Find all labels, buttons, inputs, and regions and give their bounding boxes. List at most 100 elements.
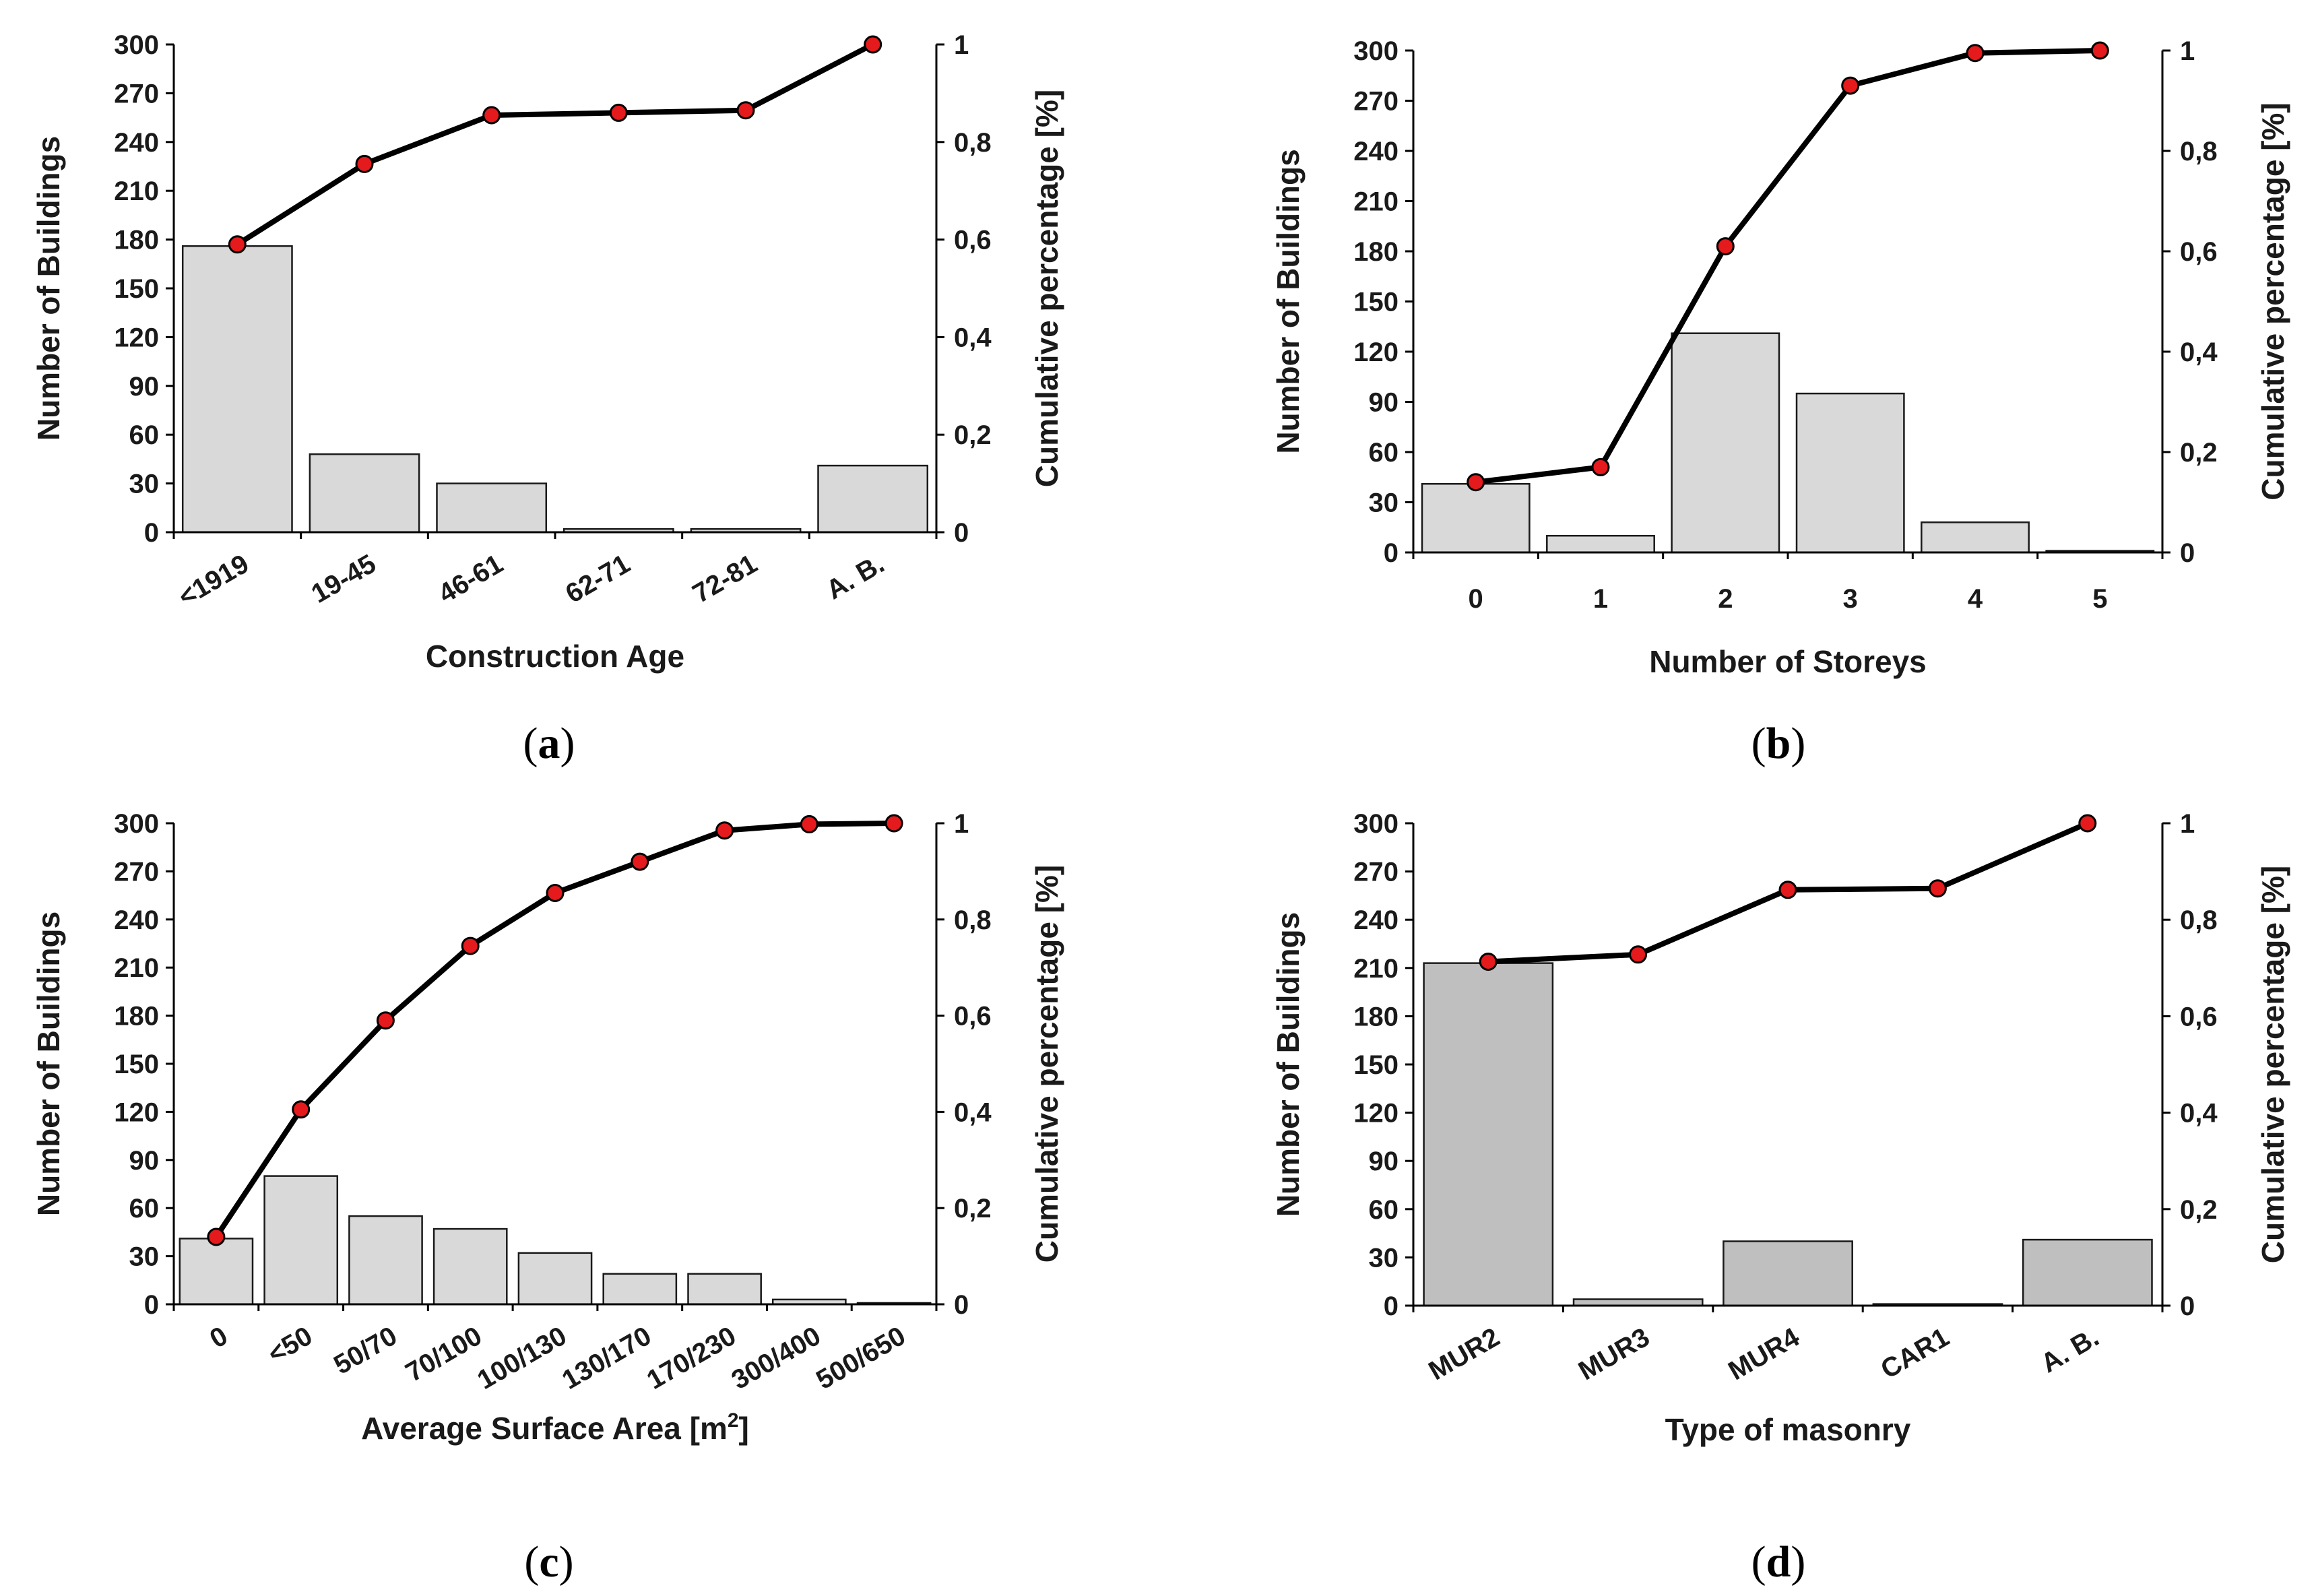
x-tick-label: 50/70 [329, 1321, 402, 1380]
x-axis-title: Number of Storeys [1649, 644, 1927, 679]
caption-paren: ) [1791, 1537, 1805, 1587]
y-tick-label: 210 [1353, 187, 1398, 217]
x-tick-label: A. B. [821, 549, 889, 606]
y2-axis-title: Cumulative percentage [%] [2255, 102, 2290, 500]
x-tick-label: 19-45 [307, 549, 381, 609]
y2-tick-label: 0,2 [954, 420, 992, 450]
bar-4 [432, 1227, 508, 1306]
y-tick-label: 210 [1353, 954, 1398, 984]
y2-tick-label: 0,6 [2180, 1002, 2218, 1031]
y-axis-title: Number of Buildings [31, 912, 66, 1216]
x-tick-label: 3 [1843, 584, 1858, 614]
cumulative-point-7 [715, 821, 734, 840]
y-tick-label: 150 [114, 1050, 159, 1079]
y2-tick-label: 1 [2180, 36, 2195, 66]
y-tick-label: 120 [114, 1097, 159, 1127]
x-axis-title-main: Construction Age [426, 639, 684, 674]
cumulative-point-6 [2090, 41, 2109, 60]
y-tick-label: 270 [1353, 858, 1398, 887]
bar-1 [1423, 962, 1554, 1307]
caption-letter: b [1766, 719, 1791, 768]
y2-tick-label: 0,2 [2180, 1195, 2218, 1225]
bar-2 [263, 1175, 339, 1306]
y-tick-label: 180 [1353, 237, 1398, 267]
y-tick-label: 240 [114, 905, 159, 935]
bar-1 [181, 245, 293, 534]
cumulative-point-4 [1841, 76, 1860, 95]
y-tick-label: 270 [1353, 87, 1398, 117]
y-tick-label: 300 [114, 30, 159, 60]
caption-paren: ( [523, 719, 538, 768]
chart-panel-b: 030609012015018021024027030000,20,40,60,… [1270, 36, 2290, 768]
panel-caption: (b) [1751, 719, 1806, 768]
y-tick-label: 30 [129, 470, 160, 499]
cumulative-point-1 [207, 1227, 226, 1246]
y-tick-label: 150 [1353, 1050, 1398, 1080]
caption-letter: d [1766, 1537, 1791, 1587]
y2-tick-label: 0,8 [2180, 137, 2218, 166]
cumulative-point-9 [884, 814, 903, 833]
x-tick-label: 70/100 [401, 1321, 487, 1388]
caption-paren: ) [560, 719, 575, 768]
panel-caption: (d) [1751, 1537, 1806, 1587]
panel-caption: (a) [523, 719, 575, 768]
x-tick-label: MUR3 [1574, 1322, 1654, 1386]
y2-tick-label: 0,6 [954, 1002, 992, 1031]
y2-tick-label: 1 [2180, 809, 2195, 839]
x-tick-label: 170/230 [642, 1321, 741, 1395]
cumulative-line [236, 42, 874, 247]
x-tick-label: 130/170 [557, 1321, 656, 1395]
bar-1 [179, 1238, 254, 1306]
x-tick-label: CAR1 [1876, 1322, 1954, 1385]
y2-tick-label: 0 [2180, 538, 2195, 568]
y-tick-label: 90 [1369, 388, 1399, 418]
bar-5 [517, 1252, 593, 1306]
y-tick-label: 240 [114, 128, 159, 158]
y2-tick-label: 0,6 [954, 226, 992, 255]
y-tick-label: 120 [114, 323, 159, 352]
caption-paren: ( [1751, 719, 1766, 768]
y2-tick-label: 0 [954, 1290, 969, 1320]
cumulative-point-5 [736, 101, 755, 120]
bar-3 [1671, 332, 1780, 554]
cumulative-point-5 [2078, 814, 2097, 833]
y-axis-title: Number of Buildings [31, 136, 66, 441]
chart-panel-d: 0 30 60 90 120 150 180 210 240 270 300 0 0,2 0,4 0,6 0,… [1270, 809, 2290, 1587]
x-axis-title-main: Type of masonry [1665, 1412, 1911, 1447]
y-tick-label: 240 [1353, 905, 1398, 935]
cumulative-point-6 [631, 852, 649, 871]
y-tick-label: 0 [1384, 1291, 1398, 1321]
y2-tick-label: 0,4 [954, 323, 992, 352]
y-tick-label: 90 [1369, 1147, 1399, 1176]
y-axis-title: Number of Buildings [1270, 912, 1306, 1217]
x-axis-title-sup: 2 [728, 1409, 739, 1432]
y-tick-label: 60 [1369, 438, 1399, 468]
cumulative-point-1 [1467, 473, 1485, 492]
y-tick-label: 0 [144, 518, 159, 548]
y2-tick-label: 0,2 [954, 1194, 992, 1223]
bar-7 [687, 1273, 762, 1306]
bar-1 [1421, 482, 1531, 554]
y-tick-label: 150 [1353, 288, 1398, 317]
y-tick-label: 90 [129, 1146, 160, 1176]
bar-5 [1921, 521, 2030, 554]
cumulative-point-8 [800, 815, 818, 833]
x-tick-label: 62-71 [560, 549, 635, 609]
cumulative-point-1 [228, 235, 247, 254]
x-tick-label: MUR4 [1723, 1322, 1805, 1386]
cumulative-point-1 [1479, 953, 1498, 971]
cumulative-point-2 [355, 154, 374, 173]
cumulative-point-3 [1716, 237, 1735, 256]
y2-tick-label: 0,4 [954, 1097, 992, 1127]
y-tick-label: 270 [114, 79, 159, 108]
bar-2 [309, 453, 420, 534]
bar-3 [436, 482, 548, 534]
cumulative-point-4 [1928, 879, 1947, 898]
cumulative-point-5 [546, 884, 565, 902]
y2-tick-label: 0 [2180, 1291, 2195, 1321]
x-tick-label: <50 [263, 1321, 317, 1370]
y2-tick-label: 0,8 [2180, 905, 2218, 935]
caption-letter: c [539, 1537, 558, 1587]
y2-tick-label: 1 [954, 30, 969, 60]
